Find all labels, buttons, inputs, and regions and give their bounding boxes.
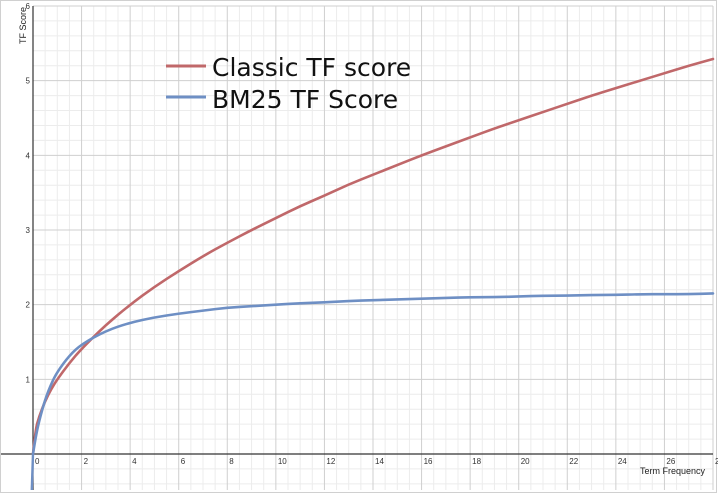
series-lines (30, 57, 715, 491)
x-tick-label: 28 (715, 457, 718, 466)
x-tick-label: 14 (375, 457, 384, 466)
minor-grid (33, 6, 713, 490)
x-tick-label: 12 (326, 457, 335, 466)
y-tick-label: 2 (26, 301, 31, 310)
y-tick-label: 3 (26, 226, 31, 235)
y-tick-label: 5 (26, 77, 31, 86)
x-tick-label: 4 (132, 457, 137, 466)
x-tick-label: 6 (181, 457, 186, 466)
x-tick-label: 2 (84, 457, 89, 466)
x-tick-label: 10 (278, 457, 287, 466)
y-tick-label: 4 (26, 151, 31, 160)
x-tick-label: 16 (424, 457, 433, 466)
major-grid (33, 5, 714, 490)
series-line-bm25-tail (30, 453, 35, 491)
legend-label-classic: Classic TF score (212, 53, 411, 82)
series-line-bm25-tf (31, 292, 715, 456)
y-axis-title: TF Score (18, 7, 28, 44)
y-tick-label: 6 (26, 2, 31, 11)
series-line-classic-tf (31, 57, 715, 456)
x-tick-label: 24 (618, 457, 627, 466)
legend: Classic TF score BM25 TF Score (166, 53, 411, 114)
legend-label-bm25: BM25 TF Score (212, 85, 398, 114)
x-tick-label: 8 (229, 457, 234, 466)
x-tick-label: 0 (35, 457, 40, 466)
x-tick-label: 22 (569, 457, 578, 466)
x-tick-label: 18 (472, 457, 481, 466)
x-tick-label: 20 (521, 457, 530, 466)
y-tick-labels: 1 2 3 4 5 6 (26, 2, 31, 384)
y-tick-label: 1 (26, 375, 31, 384)
x-tick-label: 26 (666, 457, 675, 466)
x-axis-title: Term Frequency (640, 466, 706, 476)
x-tick-labels: 0246810121416182022242628 (35, 457, 718, 466)
